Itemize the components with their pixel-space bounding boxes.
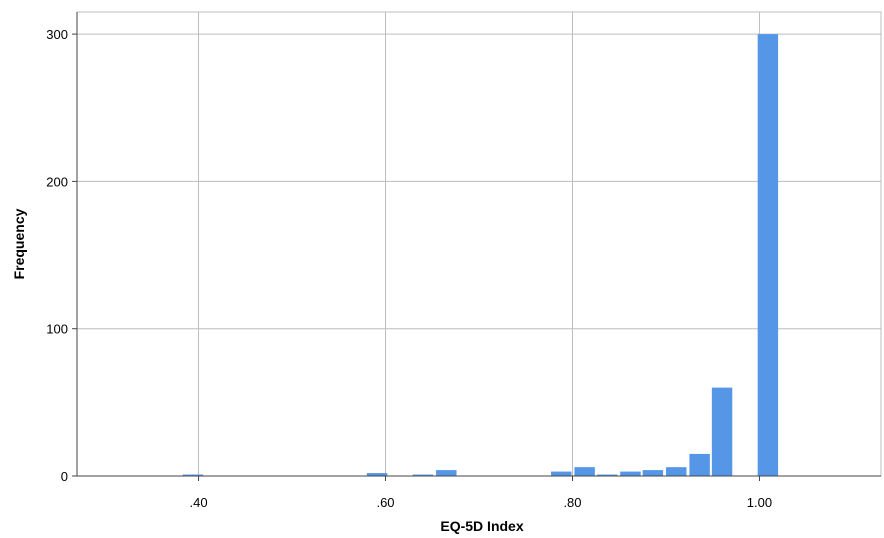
y-tick-label: 100 <box>46 322 68 337</box>
histogram-bar <box>412 474 434 476</box>
histogram-bar <box>620 471 641 476</box>
plot-area <box>76 11 882 477</box>
bars <box>182 34 779 476</box>
histogram-bar <box>596 474 618 476</box>
histogram-bar <box>711 387 733 476</box>
x-tick-label: 1.00 <box>747 495 772 510</box>
y-tick-label: 0 <box>61 469 68 484</box>
histogram-bar <box>436 470 457 476</box>
histogram-bar <box>757 34 779 476</box>
x-tick-label: .60 <box>376 495 394 510</box>
x-tick-label: .80 <box>563 495 581 510</box>
x-tick-label: .40 <box>189 495 207 510</box>
x-axis-title: EQ-5D Index <box>440 518 523 534</box>
histogram-bar <box>666 467 687 476</box>
histogram-bar <box>551 471 572 476</box>
x-tick-labels: .40 .60 .80 1.00 <box>189 495 772 510</box>
histogram-bar <box>689 453 710 476</box>
y-axis-title: Frequency <box>11 208 27 279</box>
histogram-bar <box>642 470 664 476</box>
histogram-bar <box>574 467 595 476</box>
y-tick-label: 300 <box>46 27 68 42</box>
histogram-bar <box>366 473 388 476</box>
y-tick-label: 200 <box>46 174 68 189</box>
y-tick-labels: 0 100 200 300 <box>46 27 68 484</box>
histogram-bar <box>182 474 204 476</box>
